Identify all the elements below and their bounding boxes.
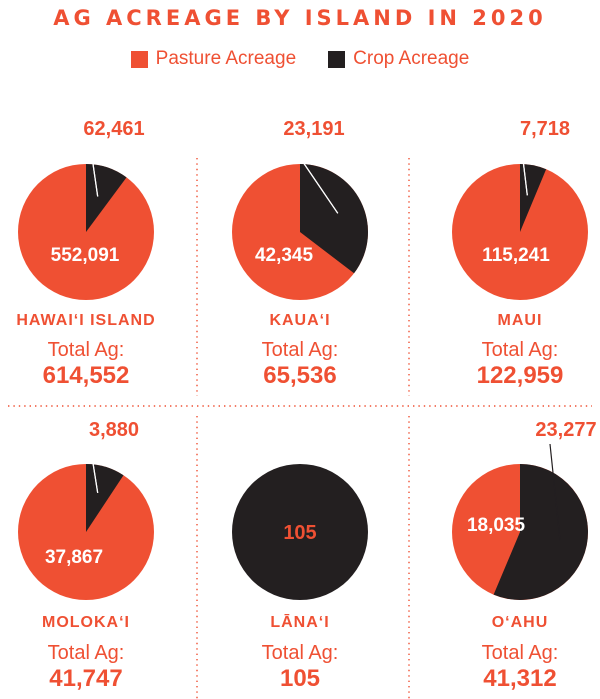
data-label-crop: 3,880 (89, 419, 139, 441)
pie-group: 7,718 115,241 MAUI Total Ag:122,959 (452, 118, 588, 389)
island-name: OʻAHU (492, 614, 549, 631)
total-value: 65,536 (263, 362, 336, 389)
leader-line (520, 142, 528, 196)
legend-swatch-pasture (130, 50, 148, 68)
total-value: 41,312 (483, 665, 556, 692)
island-name: HAWAIʻI ISLAND (16, 312, 155, 329)
data-label-pasture: 552,091 (51, 245, 120, 266)
total-value: 105 (280, 665, 320, 692)
island-name: MAUI (498, 312, 543, 329)
legend-item-crop: Crop Acreage (328, 48, 469, 70)
total-label: Total Ag: (262, 339, 339, 361)
island-name: KAUAʻI (269, 312, 330, 329)
data-label-pasture: 37,867 (45, 547, 103, 568)
data-label-crop: 62,461 (83, 118, 144, 140)
pie-slice-crop (232, 464, 368, 600)
total-label: Total Ag: (482, 642, 559, 664)
pie-group: 23,191 42,345 KAUAʻI Total Ag:65,536 (232, 118, 369, 389)
pie-group: 62,461 552,091 HAWAIʻI ISLAND Total Ag:614,… (16, 118, 155, 389)
data-label-pasture: 115,241 (482, 245, 550, 266)
leader-line (89, 443, 99, 493)
data-label-crop: 23,191 (283, 118, 344, 140)
data-label-pasture: 18,035 (467, 515, 526, 536)
total-label: Total Ag: (262, 642, 339, 664)
pie-slice-crop (520, 164, 547, 232)
total-label: Total Ag: (48, 642, 125, 664)
data-label-crop: 105 (283, 522, 316, 544)
pie-group: 23,277 18,035 OʻAHU Total Ag:41,312 (452, 419, 597, 692)
leader-line (289, 142, 339, 214)
pie-slice-crop (493, 464, 589, 600)
total-value: 122,959 (477, 362, 564, 389)
legend-item-pasture: Pasture Acreage (130, 48, 297, 70)
legend-swatch-crop (328, 50, 346, 68)
total-label: Total Ag: (48, 339, 125, 361)
data-label-crop: 7,718 (520, 118, 570, 140)
data-label-pasture: 42,345 (255, 245, 314, 266)
leader-line (89, 142, 99, 197)
pie-slice-crop (300, 164, 369, 274)
total-value: 614,552 (43, 362, 130, 389)
total-label: Total Ag: (482, 339, 559, 361)
island-name: MOLOKAʻI (42, 614, 130, 631)
data-label-crop: 23,277 (535, 419, 596, 441)
leader-line (549, 443, 561, 541)
chart-title: AG ACREAGE BY ISLAND IN 2020 (53, 6, 547, 30)
total-value: 41,747 (49, 665, 122, 692)
legend-label-crop: Crop Acreage (353, 48, 470, 69)
island-name: LĀNAʻI (270, 612, 329, 631)
pie-group: 3,880 37,867 MOLOKAʻI Total Ag:41,747 (18, 419, 154, 692)
legend: Pasture Acreage Crop Acreage (0, 48, 600, 70)
legend-label-pasture: Pasture Acreage (155, 48, 297, 69)
pie-slice-crop (86, 164, 127, 232)
